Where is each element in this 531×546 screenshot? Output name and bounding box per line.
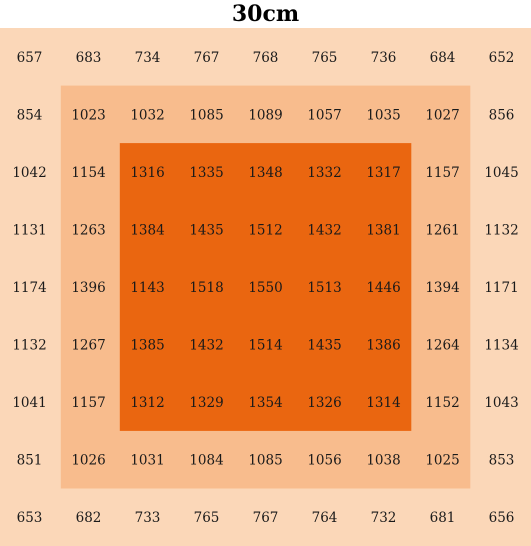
- cell-value-r8-c7: 681: [430, 510, 456, 526]
- cell-value-r8-c2: 733: [135, 510, 161, 526]
- cell-value-r7-c7: 1025: [425, 453, 459, 469]
- cell-value-r1-c2: 1032: [130, 107, 164, 123]
- chart-title: 30cm: [231, 1, 300, 27]
- cell-value-r4-c4: 1550: [248, 280, 282, 296]
- cell-value-r3-c1: 1263: [71, 222, 105, 238]
- cell-value-r5-c3: 1432: [189, 338, 223, 354]
- zone-2: [119, 143, 412, 431]
- cell-value-r5-c6: 1386: [366, 338, 400, 354]
- cell-value-r2-c1: 1154: [71, 165, 105, 181]
- cell-value-r4-c6: 1446: [366, 280, 400, 296]
- cell-value-r7-c0: 851: [17, 453, 43, 469]
- cell-value-r6-c8: 1043: [484, 395, 518, 411]
- cell-value-r5-c5: 1435: [307, 338, 341, 354]
- cell-value-r2-c5: 1332: [307, 165, 341, 181]
- cell-value-r8-c6: 732: [371, 510, 397, 526]
- cell-value-r3-c5: 1432: [307, 222, 341, 238]
- cell-value-r8-c3: 765: [194, 510, 220, 526]
- cell-value-r8-c0: 653: [17, 510, 43, 526]
- cell-value-r1-c3: 1085: [189, 107, 223, 123]
- heatmap-chart: 657 683 734 767 768 765 736 684 652 854 1023 1032 10…: [0, 28, 531, 546]
- cell-value-r2-c8: 1045: [484, 165, 518, 181]
- cell-value-r5-c2: 1385: [130, 338, 164, 354]
- cell-value-r3-c4: 1512: [248, 222, 282, 238]
- cell-value-r8-c8: 656: [489, 510, 515, 526]
- cell-value-r3-c2: 1384: [130, 222, 164, 238]
- cell-value-r5-c8: 1134: [484, 338, 518, 354]
- cell-value-r6-c4: 1354: [248, 395, 282, 411]
- cell-value-r1-c5: 1057: [307, 107, 341, 123]
- cell-value-r5-c7: 1264: [425, 338, 459, 354]
- cell-value-r4-c0: 1174: [12, 280, 46, 296]
- cell-value-r4-c7: 1394: [425, 280, 459, 296]
- cell-value-r4-c1: 1396: [71, 280, 105, 296]
- cell-value-r0-c8: 652: [489, 50, 515, 66]
- cell-value-r7-c4: 1085: [248, 453, 282, 469]
- cell-value-r1-c7: 1027: [425, 107, 459, 123]
- cell-value-r6-c3: 1329: [189, 395, 223, 411]
- cell-value-r8-c5: 764: [312, 510, 338, 526]
- cell-value-r4-c3: 1518: [189, 280, 223, 296]
- zones-layer: [0, 28, 531, 546]
- cell-value-r3-c6: 1381: [366, 222, 400, 238]
- cell-value-r6-c6: 1314: [366, 395, 400, 411]
- cell-value-r4-c2: 1143: [130, 280, 164, 296]
- cell-value-r7-c2: 1031: [130, 453, 164, 469]
- cell-value-r7-c1: 1026: [71, 453, 105, 469]
- cell-value-r0-c4: 768: [253, 50, 279, 66]
- cell-value-r8-c4: 767: [253, 510, 279, 526]
- cells-layer: 657 683 734 767 768 765 736 684 652 854 1023 1032 10…: [12, 50, 518, 526]
- cell-value-r1-c8: 856: [489, 107, 515, 123]
- cell-value-r0-c1: 683: [76, 50, 102, 66]
- cell-value-r4-c5: 1513: [307, 280, 341, 296]
- cell-value-r3-c8: 1132: [484, 222, 518, 238]
- cell-value-r7-c3: 1084: [189, 453, 223, 469]
- cell-value-r4-c8: 1171: [484, 280, 518, 296]
- cell-value-r6-c7: 1152: [425, 395, 459, 411]
- cell-value-r3-c3: 1435: [189, 222, 223, 238]
- cell-value-r2-c2: 1316: [130, 165, 164, 181]
- cell-value-r0-c3: 767: [194, 50, 220, 66]
- cell-value-r1-c6: 1035: [366, 107, 400, 123]
- cell-value-r3-c7: 1261: [425, 222, 459, 238]
- cell-value-r0-c0: 657: [17, 50, 43, 66]
- cell-value-r5-c1: 1267: [71, 338, 105, 354]
- cell-value-r1-c4: 1089: [248, 107, 282, 123]
- cell-value-r6-c5: 1326: [307, 395, 341, 411]
- cell-value-r7-c8: 853: [489, 453, 515, 469]
- cell-value-r3-c0: 1131: [12, 222, 46, 238]
- cell-value-r0-c7: 684: [430, 50, 456, 66]
- cell-value-r7-c5: 1056: [307, 453, 341, 469]
- cell-value-r6-c1: 1157: [71, 395, 105, 411]
- cell-value-r2-c3: 1335: [189, 165, 223, 181]
- cell-value-r2-c4: 1348: [248, 165, 282, 181]
- cell-value-r7-c6: 1038: [366, 453, 400, 469]
- cell-value-r0-c2: 734: [135, 50, 161, 66]
- cell-value-r5-c0: 1132: [12, 338, 46, 354]
- cell-value-r0-c5: 765: [312, 50, 338, 66]
- cell-value-r2-c6: 1317: [366, 165, 400, 181]
- cell-value-r8-c1: 682: [76, 510, 102, 526]
- cell-value-r5-c4: 1514: [248, 338, 282, 354]
- cell-value-r6-c2: 1312: [130, 395, 164, 411]
- cell-value-r6-c0: 1041: [12, 395, 46, 411]
- cell-value-r2-c7: 1157: [425, 165, 459, 181]
- cell-value-r0-c6: 736: [371, 50, 397, 66]
- cell-value-r1-c0: 854: [17, 107, 43, 123]
- cell-value-r2-c0: 1042: [12, 165, 46, 181]
- cell-value-r1-c1: 1023: [71, 107, 105, 123]
